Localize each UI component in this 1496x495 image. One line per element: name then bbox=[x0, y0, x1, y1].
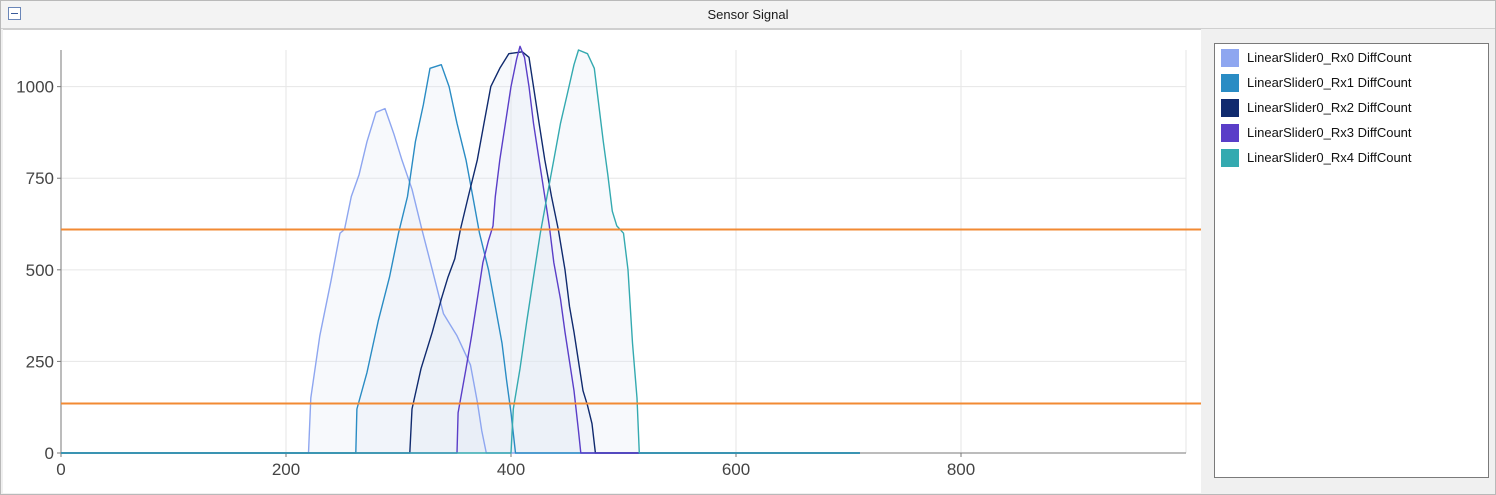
legend-swatch bbox=[1221, 99, 1239, 117]
x-tick-label: 0 bbox=[56, 460, 65, 479]
legend-swatch bbox=[1221, 124, 1239, 142]
legend-label: LinearSlider0_Rx0 DiffCount bbox=[1247, 50, 1412, 65]
legend-item-rx4[interactable]: LinearSlider0_Rx4 DiffCount bbox=[1221, 148, 1483, 170]
plot-area[interactable]: 0 200 400 600 800 0 250 500 750 1000 bbox=[3, 29, 1201, 493]
y-tick-label: 1000 bbox=[16, 78, 54, 97]
legend-swatch bbox=[1221, 74, 1239, 92]
legend-label: LinearSlider0_Rx4 DiffCount bbox=[1247, 150, 1412, 165]
x-tick-label: 400 bbox=[497, 460, 525, 479]
legend-label: LinearSlider0_Rx1 DiffCount bbox=[1247, 75, 1412, 90]
y-tick-label: 250 bbox=[26, 352, 54, 371]
legend-label: LinearSlider0_Rx2 DiffCount bbox=[1247, 100, 1412, 115]
series-area-rx2 bbox=[61, 51, 860, 454]
series-line-rx4 bbox=[61, 49, 860, 454]
series-area-rx0 bbox=[61, 108, 860, 453]
series-line-rx3 bbox=[61, 45, 860, 454]
chart-legend: LinearSlider0_Rx0 DiffCount LinearSlider0… bbox=[1214, 43, 1489, 478]
panel-title: Sensor Signal bbox=[707, 7, 789, 22]
legend-item-rx1[interactable]: LinearSlider0_Rx1 DiffCount bbox=[1221, 73, 1483, 95]
legend-area: LinearSlider0_Rx0 DiffCount LinearSlider0… bbox=[1203, 29, 1495, 492]
series-area-rx1 bbox=[61, 64, 860, 453]
y-tick-label: 750 bbox=[26, 169, 54, 188]
legend-swatch bbox=[1221, 49, 1239, 67]
legend-label: LinearSlider0_Rx3 DiffCount bbox=[1247, 125, 1412, 140]
legend-item-rx0[interactable]: LinearSlider0_Rx0 DiffCount bbox=[1221, 48, 1483, 70]
x-tick-label: 600 bbox=[722, 460, 750, 479]
legend-item-rx2[interactable]: LinearSlider0_Rx2 DiffCount bbox=[1221, 98, 1483, 120]
x-tick-label: 800 bbox=[947, 460, 975, 479]
sensor-signal-chart[interactable]: 0 200 400 600 800 0 250 500 750 1000 bbox=[3, 30, 1201, 493]
legend-swatch bbox=[1221, 149, 1239, 167]
legend-item-rx3[interactable]: LinearSlider0_Rx3 DiffCount bbox=[1221, 123, 1483, 145]
series-line-rx0 bbox=[61, 107, 860, 454]
y-tick-label: 500 bbox=[26, 261, 54, 280]
series-line-rx1 bbox=[61, 64, 860, 454]
x-tick-label: 200 bbox=[272, 460, 300, 479]
y-tick-label: 0 bbox=[45, 444, 54, 463]
collapse-icon[interactable] bbox=[8, 7, 21, 20]
panel-titlebar: Sensor Signal bbox=[1, 1, 1495, 29]
